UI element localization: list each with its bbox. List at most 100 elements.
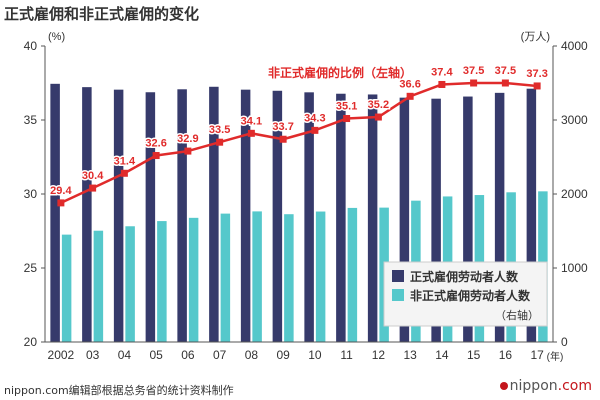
ratio-point-0 [57, 199, 65, 207]
left-tick-label-25: 25 [24, 261, 38, 275]
ratio-label-9: 35.1 [336, 101, 357, 113]
x-axis-unit: (年) [547, 350, 564, 363]
ratio-point-3 [152, 152, 160, 160]
bar-regular-7 [272, 90, 283, 343]
x-tick-label-4: 06 [181, 348, 195, 362]
ratio-point-5 [216, 138, 224, 146]
right-tick-label-3000: 3000 [561, 113, 588, 127]
bar-regular-10 [367, 94, 378, 342]
bar-regular-15 [526, 88, 537, 342]
ratio-label-8: 34.3 [304, 112, 325, 124]
ratio-point-4 [184, 147, 192, 155]
ratio-point-12 [438, 80, 446, 88]
left-tick-label-40: 40 [24, 39, 38, 53]
x-tick-label-12: 14 [435, 348, 449, 362]
bar-regular-3 [145, 92, 156, 342]
ratio-label-14: 37.5 [495, 65, 516, 77]
bar-regular-14 [494, 92, 505, 342]
left-tick-label-30: 30 [24, 187, 38, 201]
bar-regular-12 [431, 98, 441, 342]
right-tick-label-0: 0 [561, 335, 568, 349]
x-tick-label-3: 05 [149, 348, 163, 362]
bar-nonregular-6 [252, 211, 262, 342]
ratio-label-7: 33.7 [272, 121, 293, 133]
bar-regular-0 [50, 83, 60, 343]
bar-nonregular-1 [93, 230, 104, 342]
x-tick-label-5: 07 [213, 348, 227, 362]
legend-swatch-nonregular [392, 289, 404, 301]
left-axis-unit: (%) [48, 31, 65, 43]
ratio-label-15: 37.3 [526, 68, 547, 80]
bar-regular-6 [240, 89, 251, 342]
left-tick-label-20: 20 [24, 335, 38, 349]
bar-regular-9 [336, 93, 346, 342]
ratio-point-2 [120, 169, 128, 177]
x-tick-label-8: 10 [308, 348, 322, 362]
bar-regular-13 [463, 96, 473, 343]
x-tick-label-11: 13 [403, 348, 417, 362]
ratio-label-2: 31.4 [114, 155, 136, 167]
ratio-label-5: 33.5 [209, 124, 230, 136]
bar-nonregular-7 [284, 214, 294, 342]
ratio-point-7 [279, 135, 287, 143]
ratio-label-6: 34.1 [241, 115, 262, 127]
brand-dot-icon [499, 382, 508, 390]
ratio-point-13 [470, 79, 478, 87]
right-tick-label-1000: 1000 [561, 261, 588, 275]
ratio-line [60, 81, 538, 205]
bar-regular-4 [177, 89, 187, 342]
legend-box [383, 261, 548, 327]
ratio-point-14 [501, 79, 509, 87]
bar-nonregular-0 [61, 234, 72, 342]
ratio-label-1: 30.4 [82, 170, 104, 182]
legend-swatch-regular [392, 270, 404, 282]
right-axis-unit: (万人) [521, 30, 550, 43]
bar-nonregular-4 [188, 217, 199, 342]
ratio-label-0: 29.4 [50, 185, 72, 197]
bar-regular-11 [399, 97, 410, 342]
legend-label-regular: 正式雇佣劳动者人数 [410, 269, 519, 284]
bar-regular-5 [209, 86, 219, 342]
bar-regular-2 [113, 89, 124, 342]
x-tick-label-14: 16 [499, 348, 513, 362]
left-tick-label-35: 35 [24, 113, 38, 127]
brand-suffix: .com [557, 378, 592, 394]
x-tick-label-0: 2002 [48, 348, 75, 362]
ratio-line-caption: 非正式雇佣的比例（左轴） [268, 65, 412, 80]
source-note: nippon.com编辑部根据总务省的统计资料制作 [4, 384, 234, 397]
x-tick-label-15: 17 [530, 348, 544, 362]
bar-nonregular-3 [157, 221, 167, 342]
ratio-point-6 [247, 129, 255, 137]
bar-regular-1 [82, 87, 92, 342]
ratio-label-11: 36.6 [399, 78, 420, 90]
right-tick-label-4000: 4000 [561, 39, 588, 53]
ratio-label-10: 35.2 [368, 99, 389, 111]
ratio-label-13: 37.5 [463, 65, 484, 77]
x-tick-label-1: 03 [86, 348, 100, 362]
bar-regular-8 [304, 92, 314, 342]
x-tick-label-10: 12 [372, 348, 386, 362]
right-tick-label-2000: 2000 [561, 187, 588, 201]
ratio-label-12: 37.4 [431, 66, 453, 78]
ratio-point-15 [533, 82, 541, 90]
x-tick-label-7: 09 [276, 348, 290, 362]
ratio-point-1 [89, 184, 97, 192]
x-tick-label-9: 11 [340, 348, 353, 362]
bar-nonregular-5 [220, 213, 231, 342]
legend-label-nonregular: 非正式雇佣劳动者人数 [410, 288, 531, 303]
ratio-point-8 [311, 126, 319, 134]
x-tick-label-2: 04 [118, 348, 132, 362]
bar-nonregular-2 [125, 226, 135, 342]
x-tick-label-6: 08 [245, 348, 259, 362]
legend-label-nonregular-note: （右轴） [495, 308, 539, 322]
ratio-label-4: 32.9 [177, 133, 198, 145]
bar-nonregular-9 [347, 207, 358, 342]
chart-title: 正式雇佣和非正式雇佣的变化 [4, 5, 200, 23]
ratio-point-9 [343, 115, 351, 123]
x-tick-label-13: 15 [467, 348, 481, 362]
bar-nonregular-8 [315, 211, 326, 342]
ratio-point-10 [374, 113, 382, 121]
brand-name: nippon [509, 378, 558, 394]
ratio-label-3: 32.6 [145, 138, 166, 150]
